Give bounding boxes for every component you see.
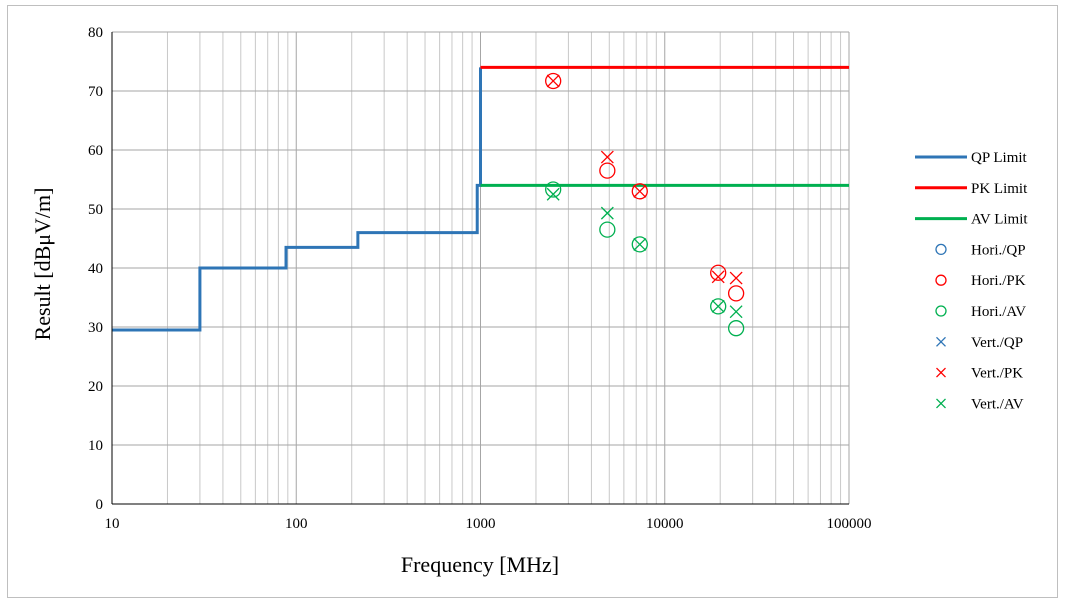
x-tick-label: 100000 <box>827 516 872 532</box>
legend-label: Hori./QP <box>971 242 1026 258</box>
series-vert-pk-marker-stroke <box>633 184 647 198</box>
series-vert-av-marker <box>633 237 647 251</box>
y-axis-title: Result [dBμV/m] <box>30 188 55 341</box>
series-hori-pk-marker <box>727 285 745 302</box>
series-hori-pk-marker <box>599 162 616 179</box>
legend-item-hori-pk: Hori./PK <box>935 273 1026 289</box>
series-vert-av-marker-stroke <box>633 237 647 251</box>
legend-item-pk-limit: PK Limit <box>915 181 1028 197</box>
legend-swatch-circle <box>935 274 947 286</box>
legend-swatch-cross <box>936 367 946 378</box>
legend-label: AV Limit <box>971 212 1028 228</box>
x-tick-label: 100 <box>285 516 308 532</box>
series-hori-pk-marker <box>545 72 562 90</box>
y-tick-label: 40 <box>88 261 103 277</box>
series-vert-av-marker <box>600 206 614 220</box>
legend-label: Vert./QP <box>971 335 1023 351</box>
series-vert-pk-marker <box>633 184 647 198</box>
series-vert-pk-marker-stroke <box>546 74 560 88</box>
y-tick-label: 0 <box>96 497 104 513</box>
x-tick-label: 10000 <box>646 516 684 532</box>
y-tick-label: 10 <box>88 438 103 454</box>
legend-item-vert-av: Vert./AV <box>936 396 1024 412</box>
y-tick-label: 60 <box>88 143 103 159</box>
legend-label: QP Limit <box>971 150 1028 166</box>
series-hori-av-marker <box>727 320 745 337</box>
y-tick-label: 70 <box>88 84 103 100</box>
y-tick-label: 50 <box>88 202 103 218</box>
x-tick-label: 1000 <box>466 516 496 532</box>
legend-item-vert-pk: Vert./PK <box>936 366 1023 382</box>
series-vert-av-marker-stroke <box>600 206 614 220</box>
series-vert-pk-marker <box>546 74 560 88</box>
legend-item-av-limit: AV Limit <box>915 212 1028 228</box>
legend-swatch-circle <box>935 243 947 256</box>
series-hori-av-marker <box>599 221 616 238</box>
series-vert-pk-marker <box>600 150 614 164</box>
series-hori-av-marker <box>631 236 648 253</box>
legend-label: Vert./AV <box>971 396 1024 412</box>
series-vert-av-marker-stroke <box>711 299 725 313</box>
legend-label: Hori./PK <box>971 273 1026 289</box>
series-vert-av-marker <box>711 299 725 313</box>
series-qp-limit-line <box>112 67 482 332</box>
legend-label: PK Limit <box>971 181 1028 197</box>
legend-swatch-cross <box>936 336 946 347</box>
legend-label: Vert./PK <box>971 366 1023 382</box>
y-tick-label: 30 <box>88 320 103 336</box>
series-vert-pk-marker-stroke <box>729 271 743 285</box>
legend-item-hori-qp: Hori./QP <box>935 242 1026 258</box>
x-tick-label: 10 <box>105 516 120 532</box>
series-vert-pk-marker <box>711 270 725 284</box>
series-vert-av-marker-stroke <box>729 305 743 319</box>
y-tick-label: 80 <box>88 25 103 41</box>
series-layer <box>112 65 849 337</box>
legend-swatch-circle <box>935 305 947 317</box>
legend-item-vert-qp: Vert./QP <box>936 335 1023 351</box>
legend-layer: QP Limit PK Limit AV Limit Hori./QP Hori./PK… <box>915 150 1028 412</box>
series-vert-av-marker <box>729 305 743 319</box>
series-vert-pk-marker <box>729 271 743 285</box>
series-hori-av-marker <box>545 181 562 198</box>
series-vert-av-marker <box>546 187 560 201</box>
y-tick-label: 20 <box>88 379 103 395</box>
series-vert-av-marker-stroke <box>546 187 560 201</box>
series-vert-pk-marker-stroke <box>600 150 614 164</box>
legend-item-hori-av: Hori./AV <box>935 304 1026 320</box>
series-hori-pk-marker <box>631 183 648 200</box>
legend-label: Hori./AV <box>971 304 1026 320</box>
legend-item-qp-limit: QP Limit <box>915 150 1028 166</box>
series-vert-pk-marker-stroke <box>711 270 725 284</box>
series-hori-av-marker <box>710 298 727 315</box>
chart-frame: 0 10 20 30 40 50 60 70 80 10 100 1000 10000 100000 QP… <box>7 5 1058 598</box>
x-axis-title: Frequency [MHz] <box>401 552 559 577</box>
legend-swatch-cross <box>936 398 946 409</box>
series-hori-pk-marker <box>710 264 727 281</box>
